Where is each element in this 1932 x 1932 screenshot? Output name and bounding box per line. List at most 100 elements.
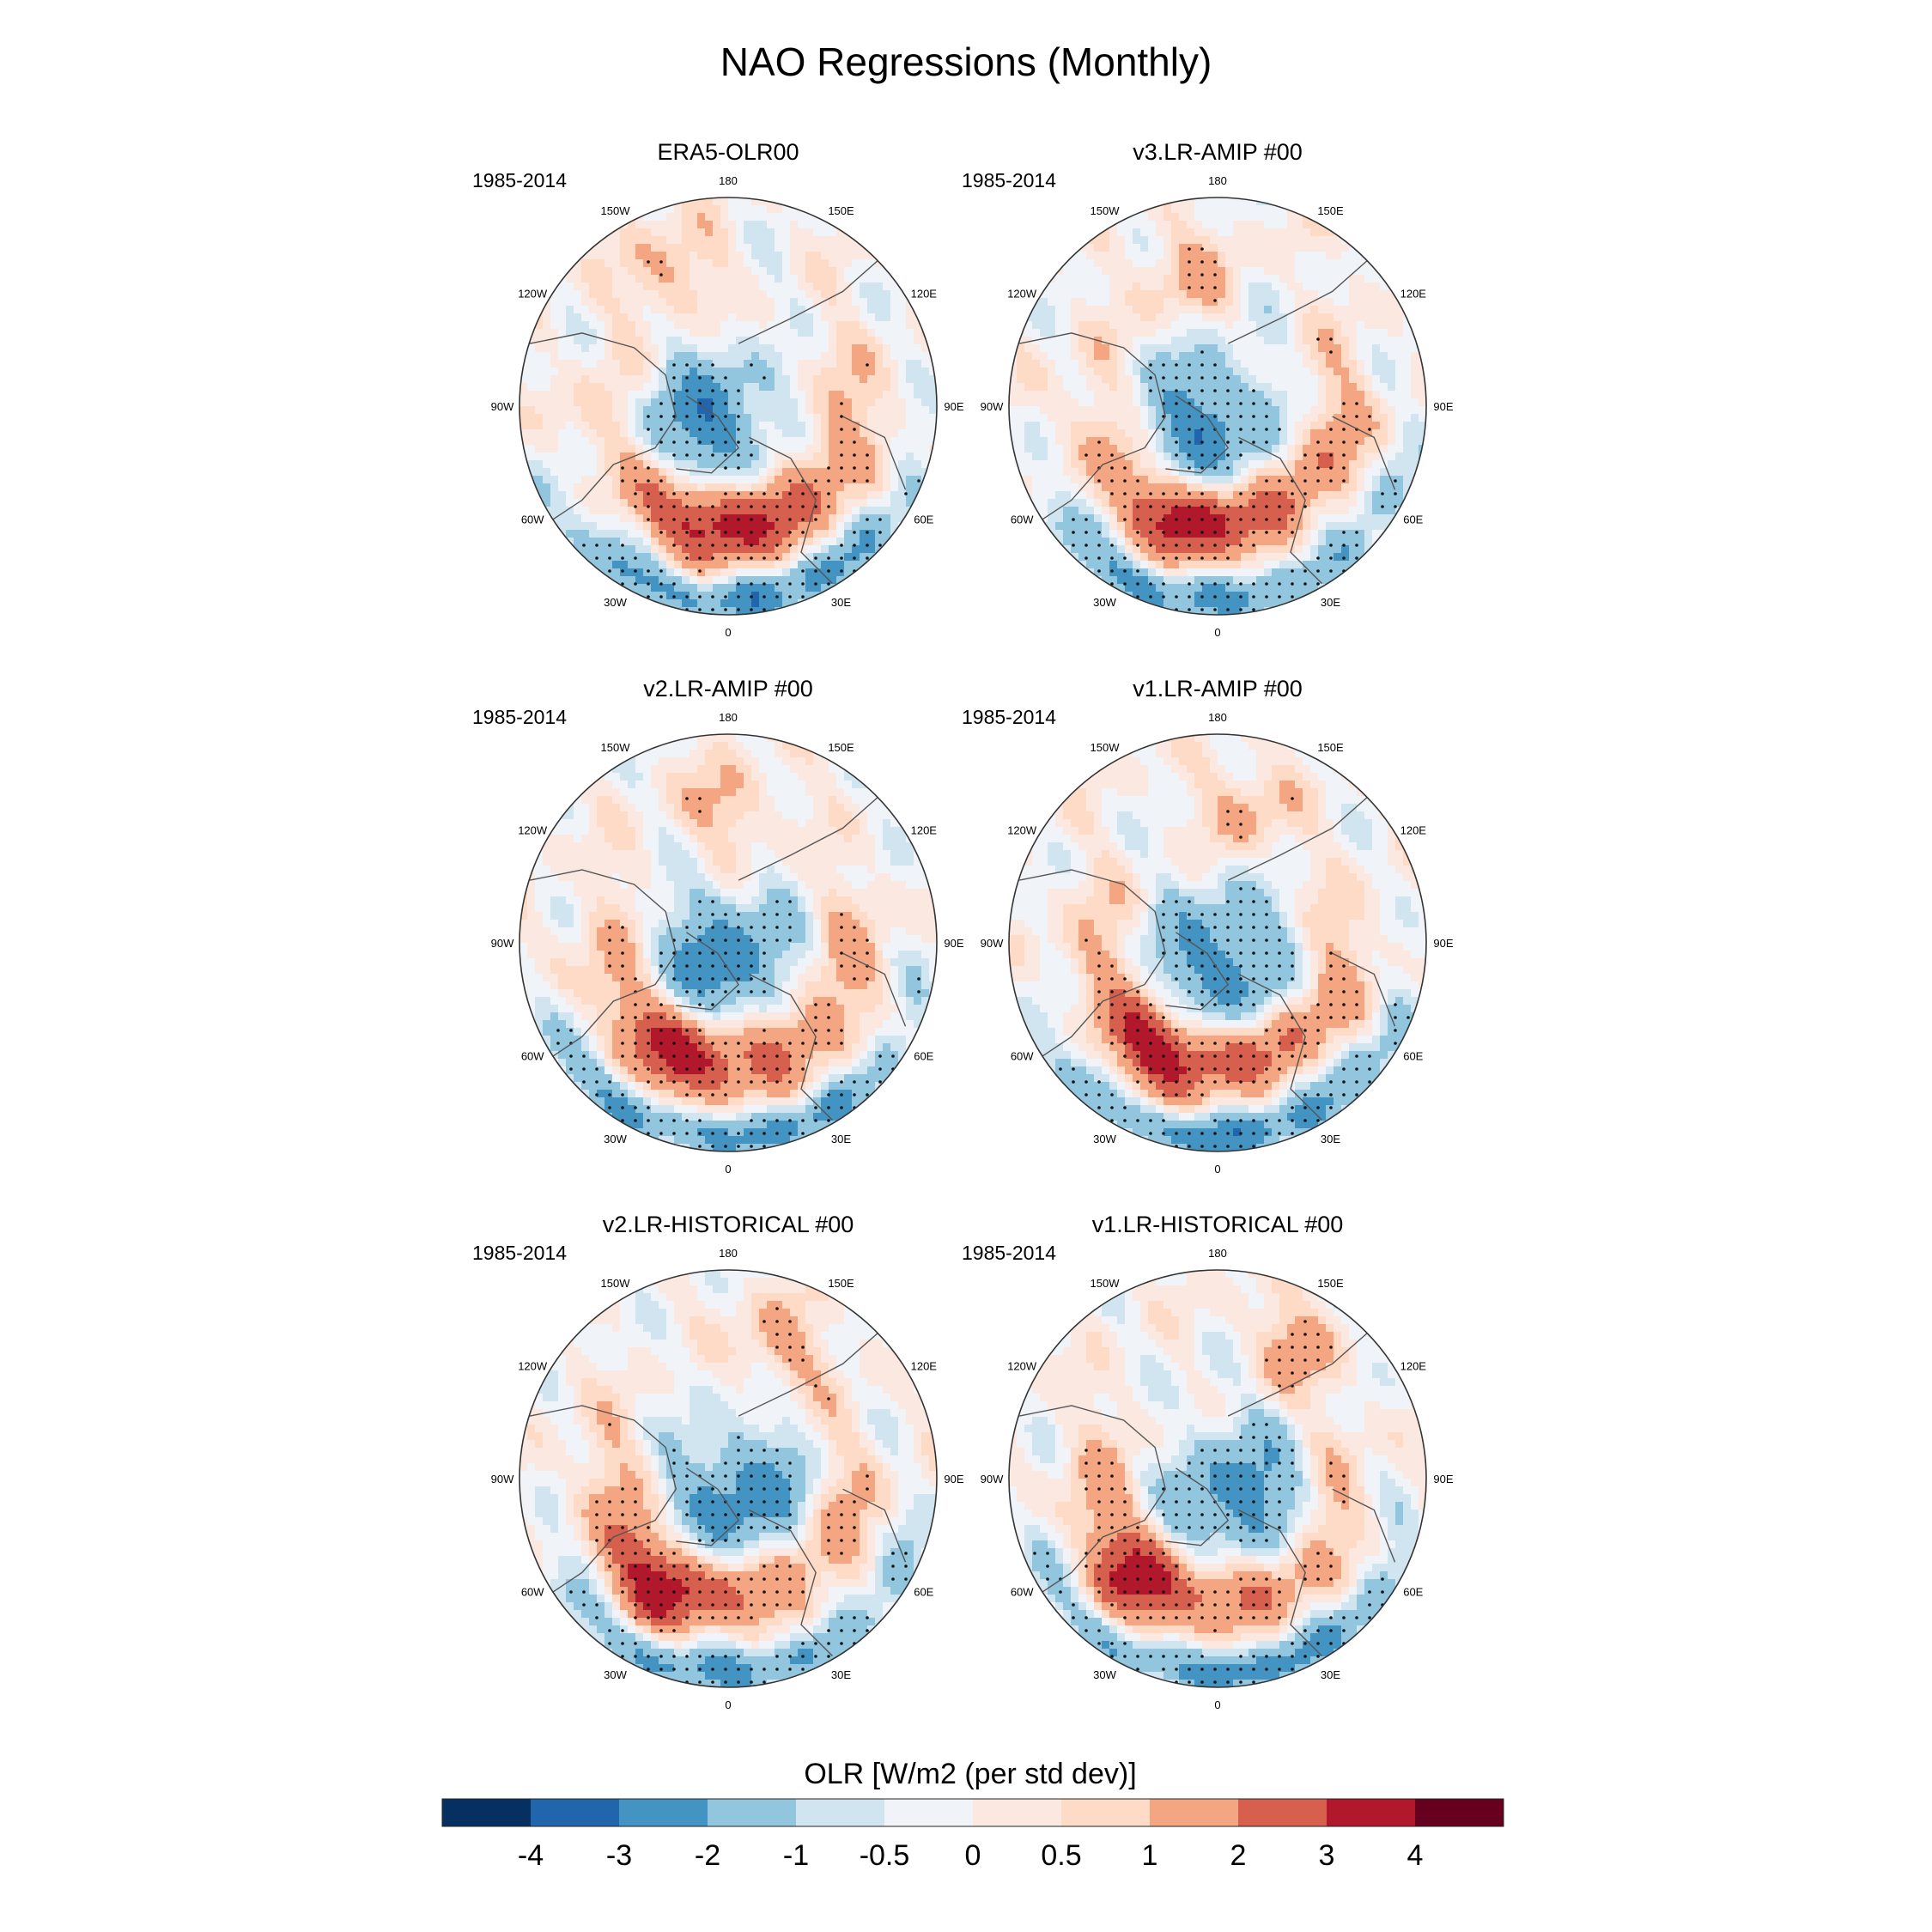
longitude-label: 120W [518,1360,548,1373]
longitude-label: 90E [944,400,963,413]
longitude-label: 150W [601,204,631,217]
panel-period: 1985-2014 [472,169,567,191]
longitude-label: 90E [944,937,963,950]
longitude-labels: 180 150E 120E 90E 60E 30E 0 30W 60W 90W 120W 150W [981,174,1454,639]
longitude-label: 30E [1321,596,1340,609]
coastlines [529,259,907,584]
longitude-label: 150E [1317,741,1344,754]
longitude-label: 60E [1403,513,1423,526]
colorbar-box [796,1799,884,1826]
panel-period: 1985-2014 [962,706,1056,728]
longitude-label: 150E [1317,1277,1344,1290]
olr-field [1009,1270,1426,1687]
longitude-label: 120E [1400,288,1427,301]
colorbar-box [1061,1799,1150,1826]
longitude-label: 90W [491,400,514,413]
colorbar-box [1238,1799,1327,1826]
longitude-label: 120E [1400,824,1427,837]
colorbar-tick-label: 3 [1319,1839,1335,1872]
longitude-label: 150W [601,741,631,754]
panel-title: v1.LR-AMIP #00 [1133,676,1303,702]
longitude-labels: 180 150E 120E 90E 60E 30E 0 30W 60W 90W 120W 150W [981,1247,1454,1711]
panel-title: v3.LR-AMIP #00 [1133,139,1303,165]
colorbar-tick-label: -4 [518,1839,544,1872]
longitude-label: 60W [1011,1050,1034,1063]
longitude-label: 120W [1007,1360,1037,1373]
longitude-label: 30W [1093,1133,1116,1145]
longitude-label: 90E [1433,1473,1453,1485]
colorbar-box [1150,1799,1238,1826]
longitude-label: 30W [604,596,627,609]
olr-field [1009,197,1426,615]
figure-title: NAO Regressions (Monthly) [720,39,1212,84]
longitude-label: 120E [911,1360,938,1373]
longitude-label: 60E [1403,1586,1423,1599]
longitude-label: 150E [828,741,854,754]
longitude-label: 60E [1403,1050,1423,1063]
colorbar-box [619,1799,708,1826]
longitude-label: 150W [1091,204,1121,217]
longitude-label: 90E [1433,937,1453,950]
longitude-label: 180 [719,174,738,187]
longitude-label: 60E [914,513,933,526]
colorbar-tick-label: 0 [965,1839,981,1872]
longitude-label: 30W [1093,596,1116,609]
longitude-label: 0 [725,626,731,639]
longitude-label: 150W [1091,741,1121,754]
longitude-label: 90W [981,400,1004,413]
colorbar-tick-label: 1 [1142,1839,1158,1872]
longitude-label: 150E [828,204,854,217]
longitude-label: 30E [831,1668,851,1681]
longitude-label: 180 [719,1247,738,1260]
longitude-label: 120E [911,288,938,301]
coastlines [1019,796,1396,1121]
longitude-label: 90W [491,1473,514,1485]
map-panel: v1.LR-HISTORICAL #00 1985-2014 180 150E 120E… [962,1212,1454,1711]
longitude-label: 120W [1007,288,1037,301]
panel-title: ERA5-OLR00 [657,139,799,165]
longitude-label: 30E [831,596,851,609]
longitude-label: 120E [1400,1360,1427,1373]
map-panel: v3.LR-AMIP #00 1985-2014 180 150E 120E 90E 60E… [962,139,1454,639]
significance-stipple [1059,797,1410,1148]
longitude-label: 0 [1214,1698,1220,1711]
map-frame [1008,733,1427,1152]
map-frame [519,197,938,616]
longitude-label: 180 [1208,711,1227,724]
coastlines [529,796,907,1121]
colorbar-label: OLR [W/m2 (per std dev)] [804,1758,1136,1790]
colorbar-tick-label: 2 [1230,1839,1247,1872]
panel-title: v2.LR-AMIP #00 [643,676,813,702]
colorbar-ticks: -4 -3 -2 -1 -0.5 0 0.5 1 2 3 4 [518,1839,1424,1872]
longitude-label: 0 [725,1163,731,1176]
longitude-label: 120W [518,824,548,837]
colorbar-tick-label: -2 [695,1839,720,1872]
panel-period: 1985-2014 [962,1242,1056,1264]
significance-stipple [1072,247,1397,611]
longitude-label: 90E [1433,400,1453,413]
longitude-label: 90W [491,937,514,950]
colorbar-box [1327,1799,1415,1826]
longitude-label: 30W [1093,1668,1116,1681]
colorbar-box [708,1799,796,1826]
panel-period: 1985-2014 [472,1242,567,1264]
longitude-label: 180 [1208,1247,1227,1260]
longitude-label: 150W [1091,1277,1121,1290]
longitude-label: 180 [719,711,738,724]
coastlines [1019,259,1396,584]
map-frame [1008,197,1427,616]
longitude-label: 120E [911,824,938,837]
colorbar-box [973,1799,1061,1826]
longitude-labels: 180 150E 120E 90E 60E 30E 0 30W 60W 90W 120W 150W [491,711,964,1176]
colorbar: OLR [W/m2 (per std dev)] -4 -3 -2 -1 -0.5 0 0.… [441,1758,1504,1872]
longitude-label: 30E [1321,1668,1340,1681]
map-panel: v1.LR-AMIP #00 1985-2014 180 150E 120E 90E 60E… [962,676,1454,1176]
colorbar-tick-label: 0.5 [1041,1839,1081,1872]
longitude-label: 90W [981,1473,1004,1485]
olr-field [1009,734,1426,1151]
colorbar-tick-label: -3 [606,1839,632,1872]
map-panel: v2.LR-AMIP #00 1985-2014 180 150E 120E 90E 60E… [472,676,964,1176]
coastlines [529,1332,907,1656]
longitude-labels: 180 150E 120E 90E 60E 30E 0 30W 60W 90W 120W 150W [491,174,964,639]
longitude-label: 60W [521,1050,544,1063]
